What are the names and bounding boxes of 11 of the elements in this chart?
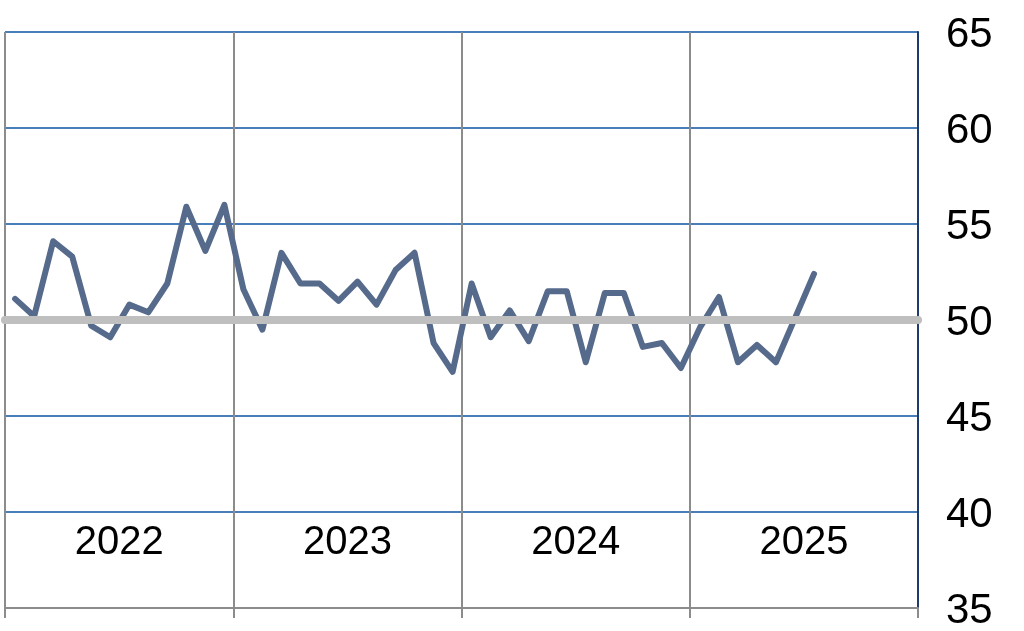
y-tick-label: 65 (946, 8, 993, 56)
y-tick-label: 45 (946, 392, 993, 440)
y-tick-label: 60 (946, 104, 993, 152)
y-tick-label: 35 (946, 584, 993, 631)
x-tick-label: 2022 (74, 518, 164, 562)
y-tick-label: 50 (946, 296, 993, 344)
y-tick-label: 40 (946, 488, 993, 536)
x-tick-label: 2023 (302, 518, 392, 562)
y-tick-label: 55 (946, 200, 993, 248)
x-tick-label: 2024 (531, 518, 621, 562)
x-tick-label: 2025 (759, 518, 849, 562)
